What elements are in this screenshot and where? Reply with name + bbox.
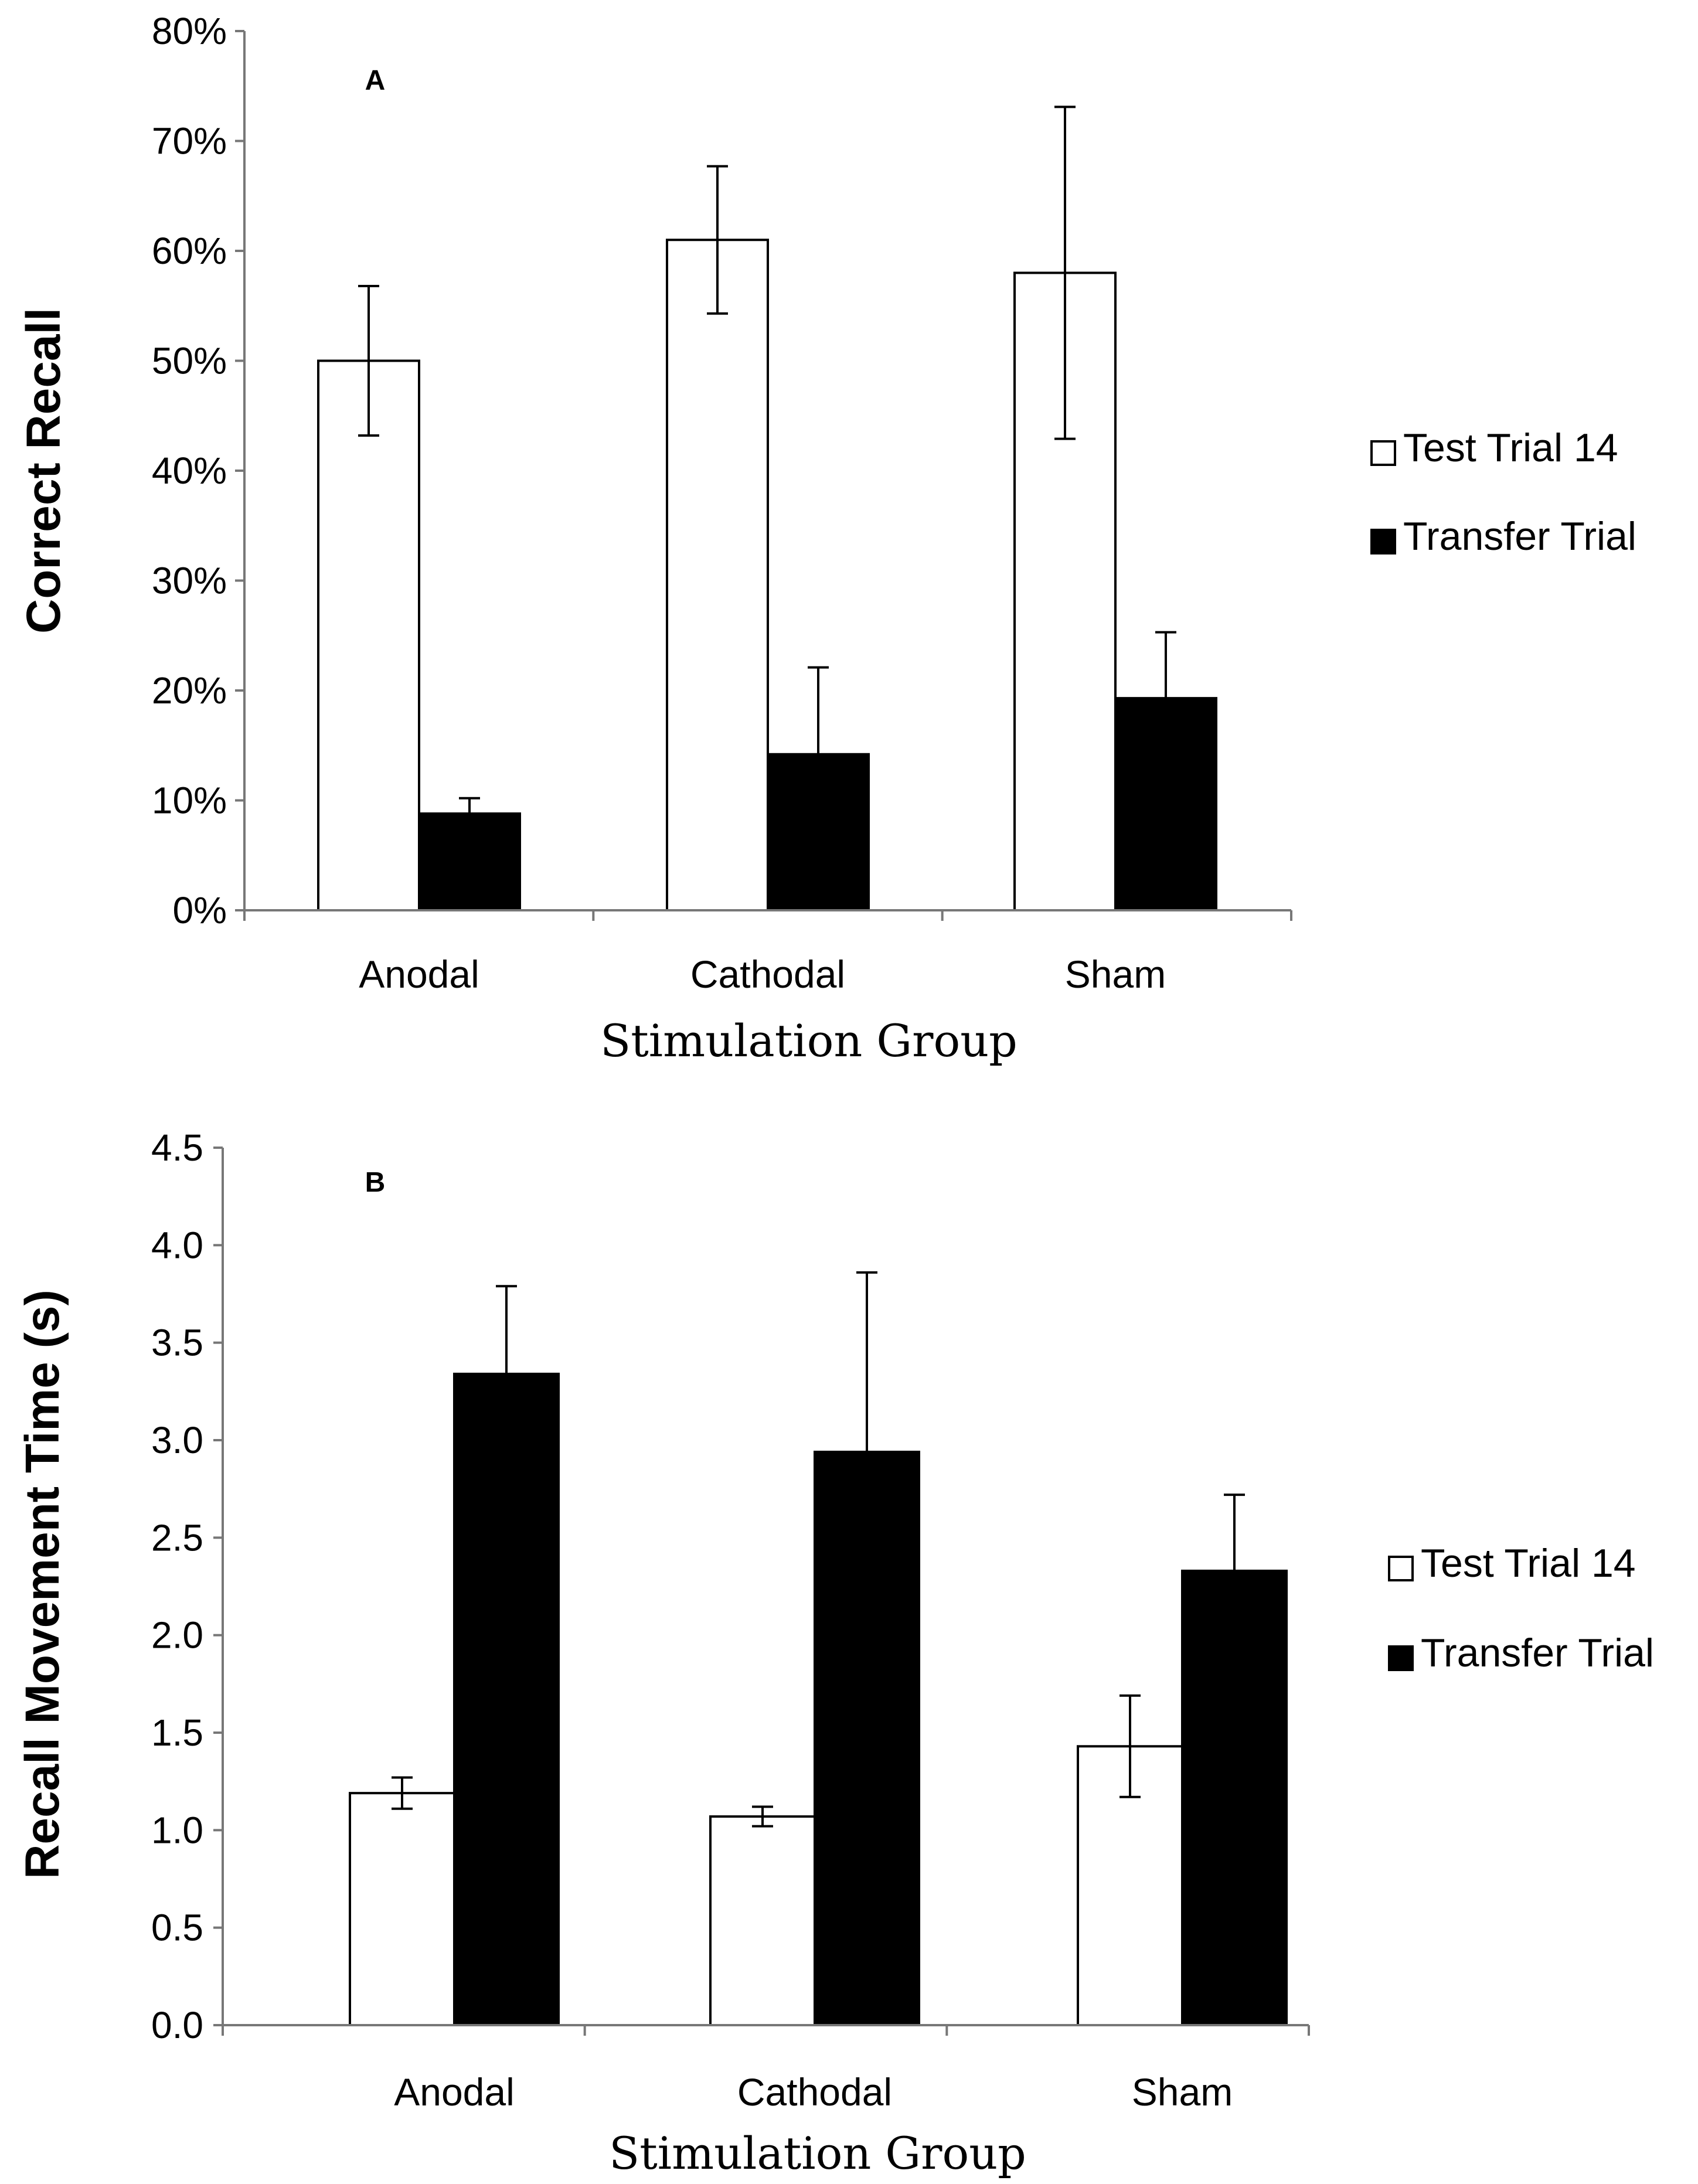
y-tick-label: 4.0 <box>151 1224 203 1266</box>
panel-label: B <box>365 1167 386 1198</box>
x-axis-title: Stimulation Group <box>600 1015 1018 1067</box>
x-category-label: Anodal <box>394 2070 515 2114</box>
legend-label: Test Trial 14 <box>1403 426 1618 470</box>
y-tick-label: 2.5 <box>151 1516 203 1559</box>
y-tick-label: 0.0 <box>151 2004 203 2046</box>
y-tick-label: 30% <box>152 560 227 602</box>
legend-swatch-test-trial-14 <box>1370 440 1396 466</box>
x-axis-title: Stimulation Group <box>609 2127 1026 2179</box>
bar-transfer-trial-anodal <box>453 1372 560 2026</box>
bar-test-trial-14-anodal <box>349 1792 455 2027</box>
y-tick-label: 0% <box>173 889 227 931</box>
y-axis-title: Correct Recall <box>17 308 70 634</box>
panel-label: A <box>365 65 386 96</box>
y-axis-title: Recall Movement Time (s) <box>16 1290 69 1879</box>
y-tick-label: 50% <box>152 340 227 382</box>
y-tick-label: 4.5 <box>151 1127 203 1169</box>
y-tick-label: 40% <box>152 450 227 492</box>
legend-label: Transfer Trial <box>1403 514 1636 559</box>
legend: Test Trial 14 Transfer Trial <box>1370 426 1636 559</box>
y-tick-label: 60% <box>152 230 227 272</box>
x-category-label: Anodal <box>359 952 479 996</box>
y-tick-label: 3.5 <box>151 1322 203 1364</box>
x-category-label: Sham <box>1065 952 1166 996</box>
y-tick-label: 2.0 <box>151 1614 203 1656</box>
y-tick-label: 80% <box>152 10 227 52</box>
legend-label: Test Trial 14 <box>1421 1541 1636 1586</box>
bar-test-trial-14-anodal <box>317 359 420 911</box>
y-tick-label: 70% <box>152 120 227 162</box>
y-tick-label: 20% <box>152 669 227 712</box>
legend-swatch-transfer-trial <box>1370 529 1396 554</box>
legend-label: Transfer Trial <box>1421 1631 1654 1675</box>
legend-swatch-transfer-trial <box>1388 1645 1414 1671</box>
legend: Test Trial 14 Transfer Trial <box>1388 1541 1654 1675</box>
chart-panel-a: 0% 10% 20% 30% 40% 50% 60% 70% 80% Anodal Cathodal… <box>17 10 1636 1067</box>
legend-swatch-test-trial-14 <box>1388 1556 1414 1581</box>
chart-panel-b: 0.0 0.5 1.0 1.5 2.0 2.5 3.0 3.5 4.0 4.5 Anodal Cath… <box>16 1127 1654 2179</box>
y-tick-label: 1.0 <box>151 1809 203 1851</box>
x-category-label: Cathodal <box>737 2070 892 2114</box>
bar-test-trial-14-cathodal <box>666 239 769 911</box>
y-tick-label: 1.5 <box>151 1712 203 1754</box>
y-tick-label: 3.0 <box>151 1419 203 1461</box>
x-category-label: Cathodal <box>690 952 845 996</box>
x-category-label: Sham <box>1132 2070 1233 2114</box>
y-tick-label: 10% <box>152 780 227 822</box>
bar-test-trial-14-cathodal <box>709 1815 816 2026</box>
y-tick-label: 0.5 <box>151 1907 203 1949</box>
